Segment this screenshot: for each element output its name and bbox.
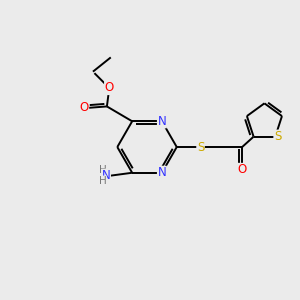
Text: S: S xyxy=(197,140,204,154)
Text: N: N xyxy=(102,169,110,182)
Text: H: H xyxy=(99,165,106,176)
Text: H: H xyxy=(99,176,106,186)
Text: N: N xyxy=(158,166,166,179)
Text: S: S xyxy=(274,130,281,143)
Text: O: O xyxy=(238,164,247,176)
Text: N: N xyxy=(158,115,166,128)
Text: O: O xyxy=(80,101,88,114)
Text: O: O xyxy=(105,82,114,94)
